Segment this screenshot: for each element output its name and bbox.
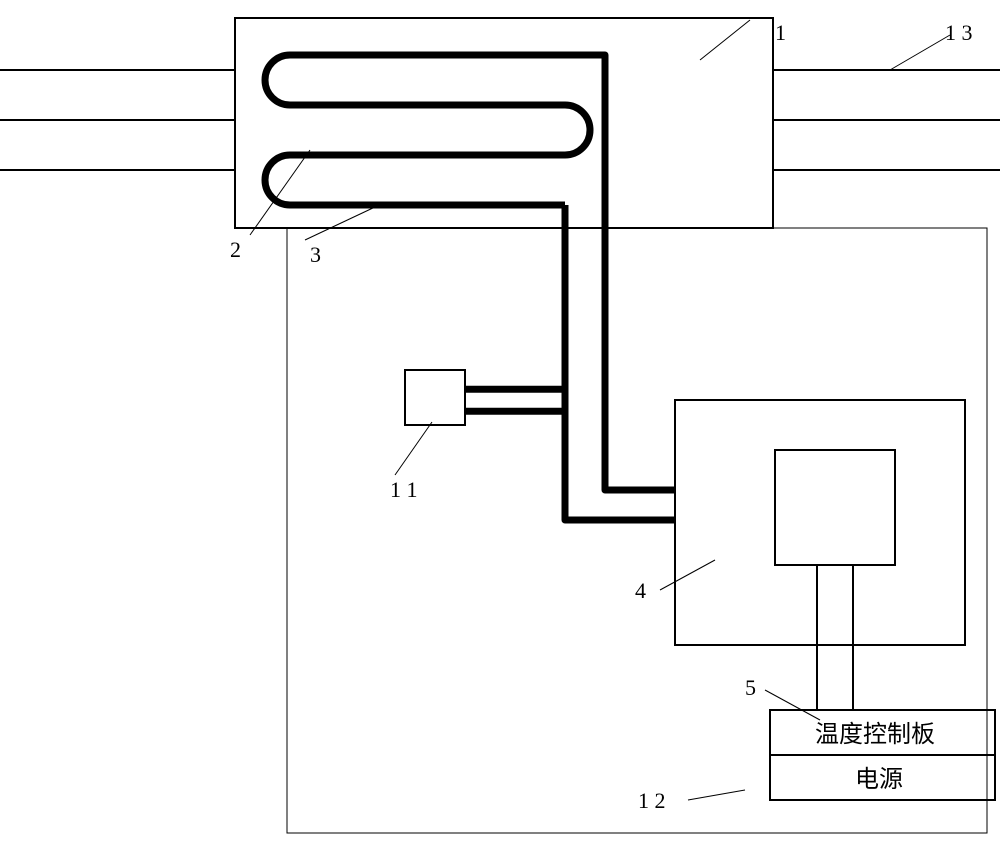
label-5: 5	[745, 675, 756, 700]
label-12: 1 2	[638, 788, 666, 813]
label-2: 2	[230, 237, 241, 262]
label-4: 4	[635, 578, 646, 603]
label-3: 3	[310, 242, 321, 267]
schematic-diagram: 温度控制板电源 1 1 3 2 3 1 1 4 5 1 2	[0, 0, 1000, 848]
label-power: 电源	[855, 766, 903, 793]
label-temp-board: 温度控制板	[815, 721, 935, 748]
label-1: 1	[775, 20, 786, 45]
label-13: 1 3	[945, 20, 973, 45]
label-11: 1 1	[390, 477, 418, 502]
